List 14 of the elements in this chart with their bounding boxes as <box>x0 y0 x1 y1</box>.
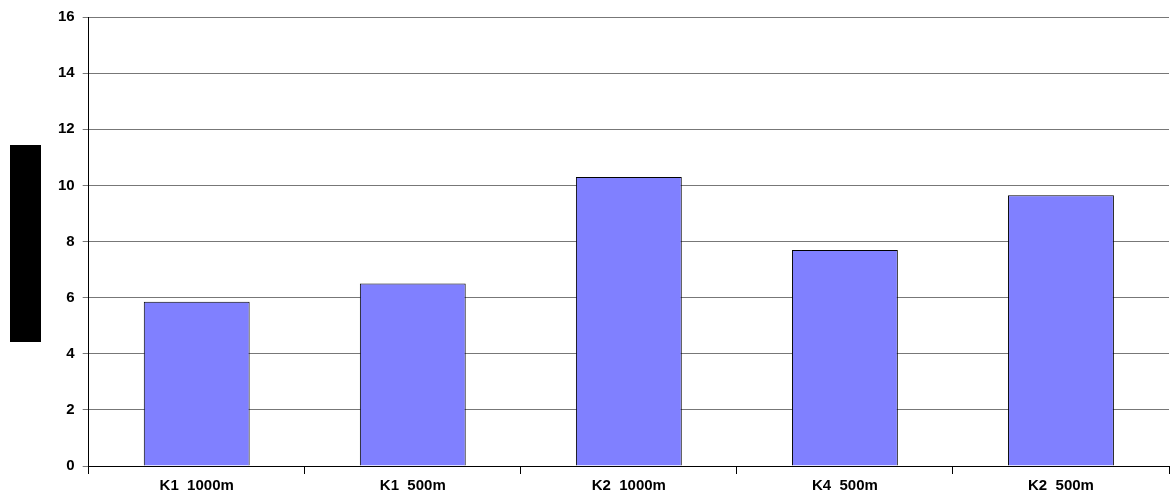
x-tick-label: K2 1000m <box>591 476 666 494</box>
y-tick-label: 0 <box>66 456 75 474</box>
y-tick-label: 14 <box>58 63 76 81</box>
y-tick-label: 2 <box>66 400 75 418</box>
y-tick-label: 6 <box>66 287 75 305</box>
y-tick-label: 12 <box>58 119 75 137</box>
y-tick-label: 8 <box>66 231 75 249</box>
x-tick-label: K2 500m <box>1028 476 1094 494</box>
x-tick-label: K1 1000m <box>159 476 234 494</box>
y-tick-label: 4 <box>66 343 76 361</box>
x-tick-label: K4 500m <box>811 476 878 494</box>
y-tick-label: 10 <box>58 175 75 193</box>
y-tick-label: 16 <box>58 7 75 25</box>
x-tick-label: K1 500m <box>379 476 446 494</box>
